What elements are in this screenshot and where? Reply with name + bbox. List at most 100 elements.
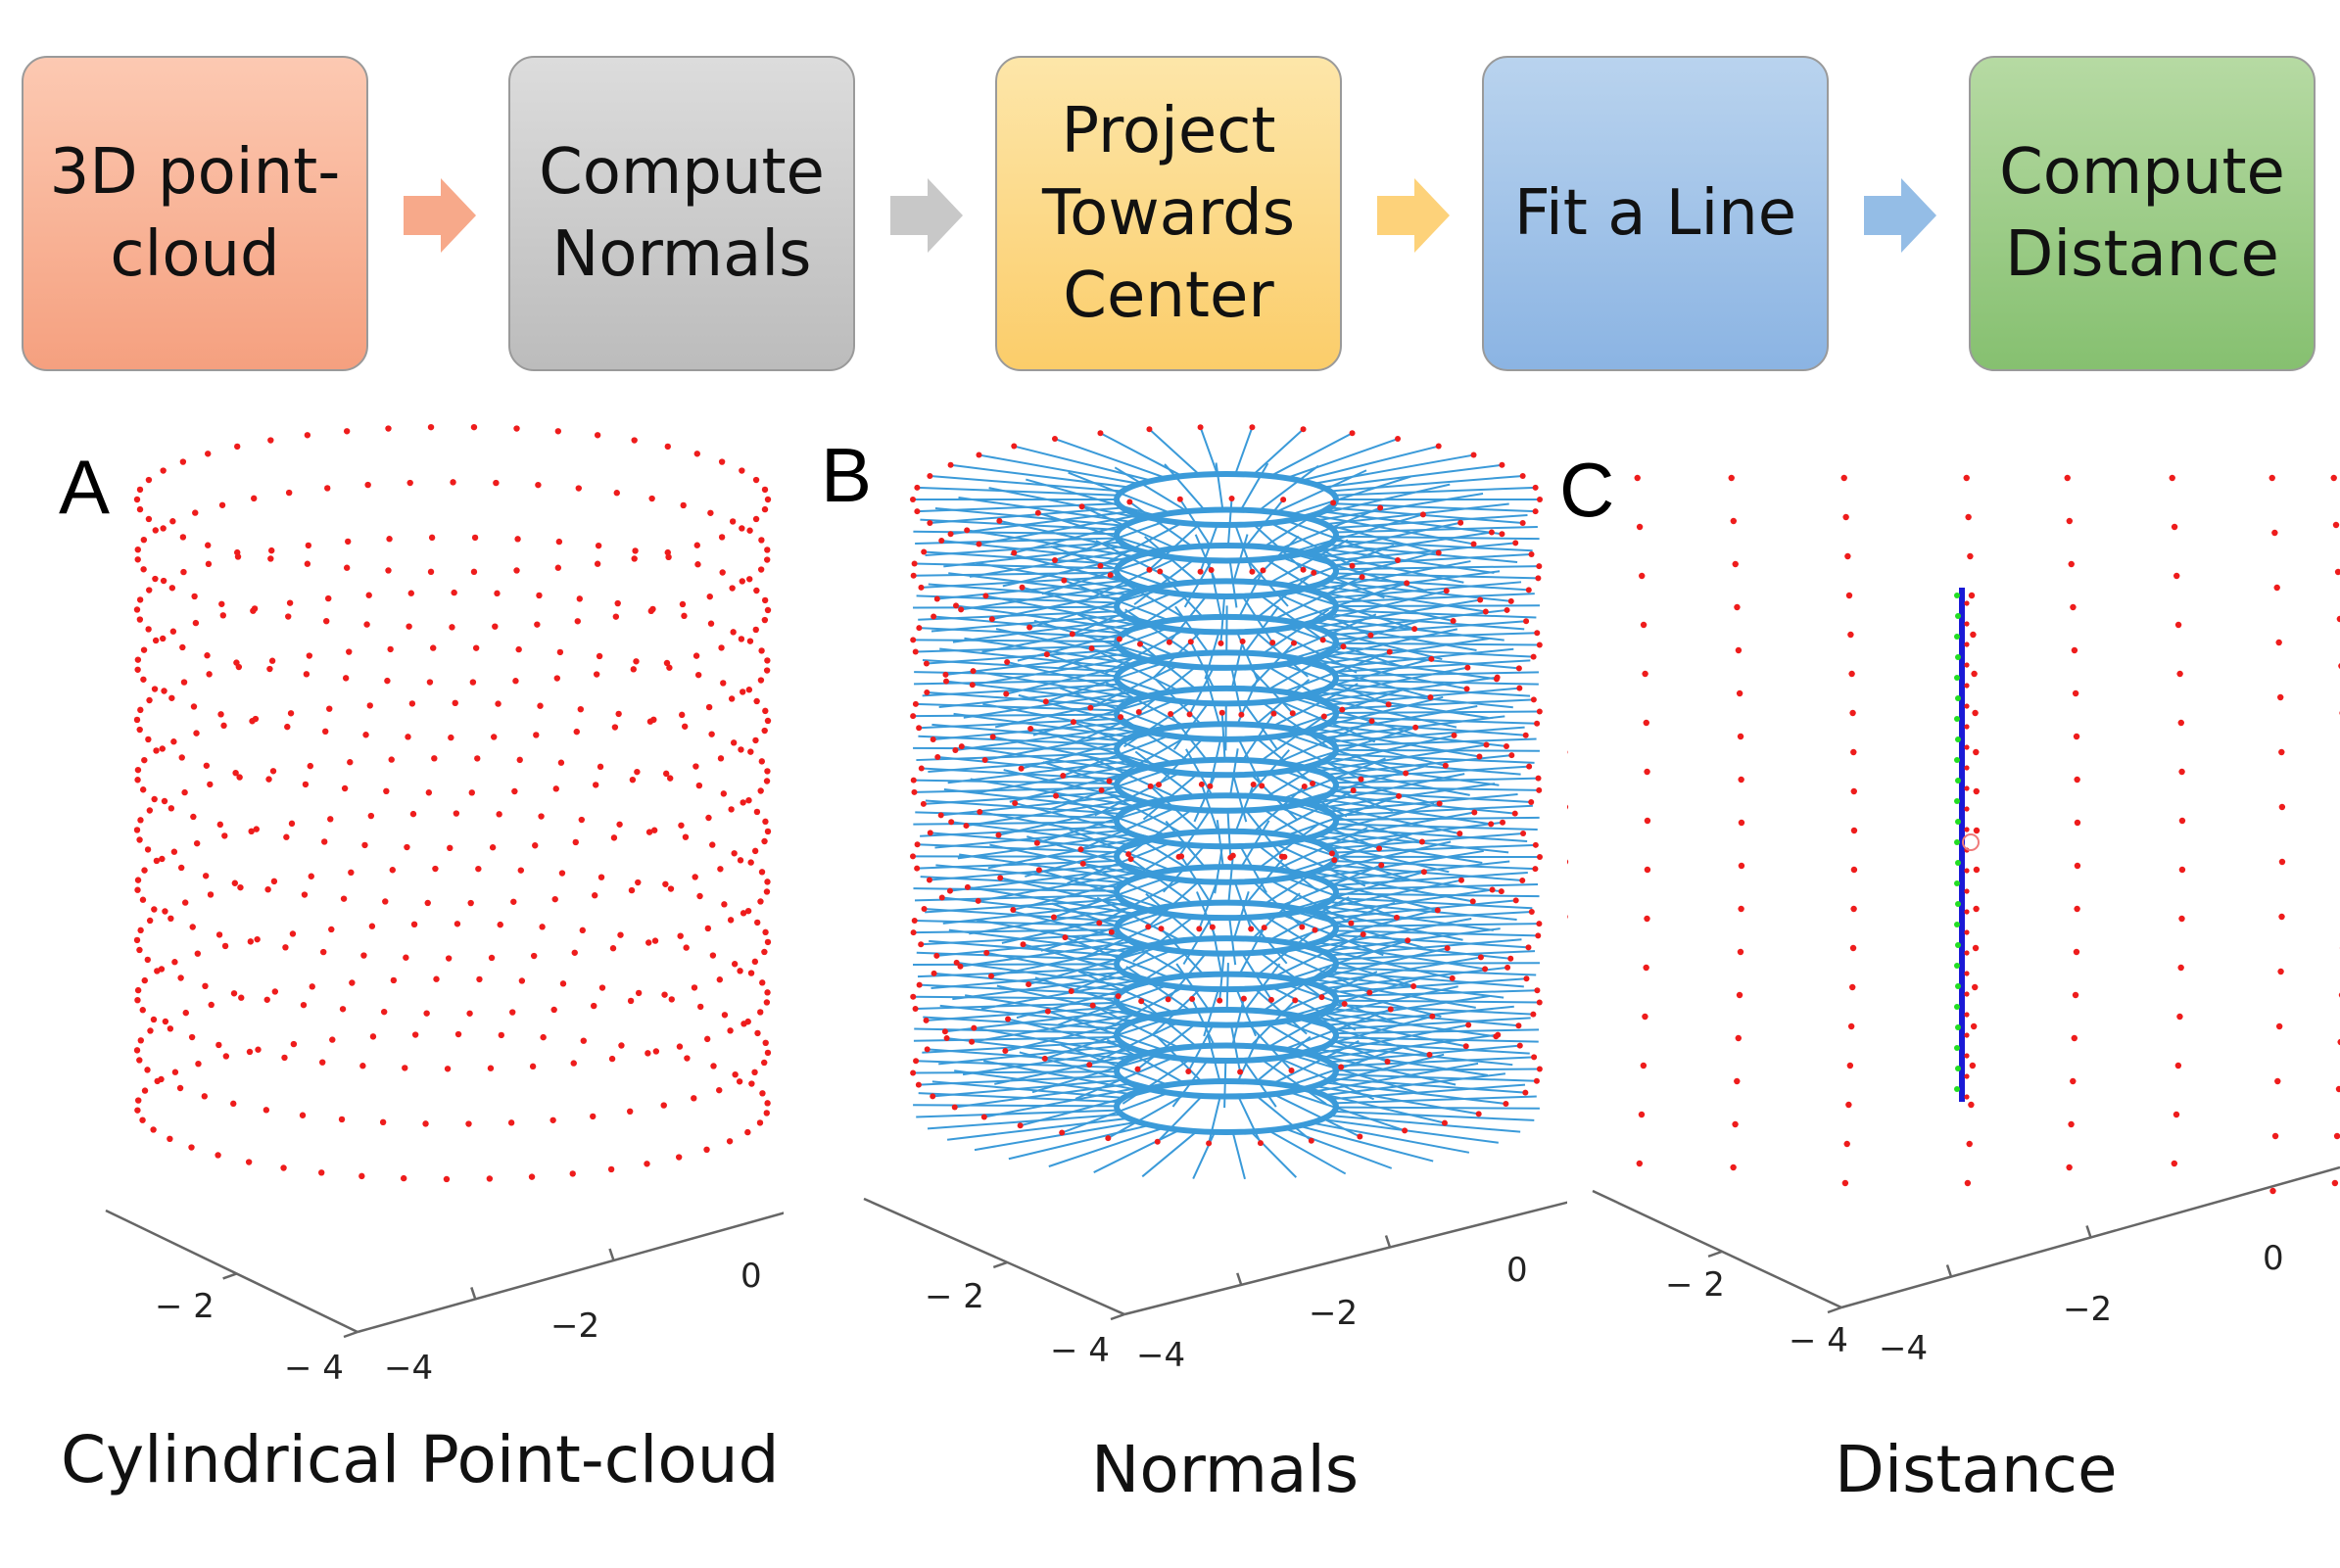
point bbox=[995, 832, 1002, 838]
normal-vector bbox=[1064, 579, 1170, 622]
point bbox=[1450, 617, 1457, 624]
point bbox=[152, 637, 160, 644]
point bbox=[169, 628, 177, 635]
axis-tick bbox=[992, 1260, 1008, 1269]
point bbox=[160, 525, 167, 532]
point bbox=[1108, 928, 1115, 935]
normal-vector bbox=[1329, 581, 1522, 599]
normal-vector bbox=[1324, 502, 1509, 526]
point bbox=[1189, 995, 1196, 1002]
normal-vector bbox=[1080, 806, 1176, 851]
point bbox=[208, 1001, 215, 1009]
point bbox=[390, 976, 398, 984]
point bbox=[764, 1100, 771, 1107]
point bbox=[1462, 1043, 1469, 1050]
normal-vector bbox=[945, 680, 1129, 704]
point bbox=[706, 593, 713, 600]
point bbox=[178, 754, 185, 761]
point bbox=[1068, 987, 1074, 994]
tick-label: −4 bbox=[384, 1349, 433, 1381]
point bbox=[761, 505, 769, 513]
normal-vector bbox=[1271, 683, 1359, 728]
normal-vector bbox=[1280, 864, 1382, 907]
point bbox=[1520, 830, 1527, 836]
point bbox=[2173, 1111, 2180, 1118]
point bbox=[1732, 1120, 1739, 1128]
point bbox=[683, 944, 690, 951]
point bbox=[268, 657, 276, 664]
point bbox=[1449, 974, 1456, 981]
normal-vector bbox=[1023, 943, 1156, 981]
point bbox=[1059, 1129, 1066, 1136]
point bbox=[1146, 426, 1153, 433]
normal-vector bbox=[1308, 521, 1461, 555]
point bbox=[2070, 603, 2077, 611]
step-fit-line: Fit a Line bbox=[1482, 56, 1829, 371]
point bbox=[537, 702, 544, 709]
point bbox=[708, 731, 715, 737]
normal-vector bbox=[1314, 1084, 1479, 1116]
point bbox=[2176, 670, 2183, 678]
normal-vector bbox=[1007, 1018, 1151, 1054]
point bbox=[154, 1077, 161, 1085]
point bbox=[914, 484, 921, 491]
point bbox=[134, 666, 141, 673]
point bbox=[141, 976, 148, 984]
point bbox=[1249, 568, 1256, 575]
normal-vector bbox=[1322, 463, 1503, 489]
point bbox=[1972, 983, 1979, 991]
point bbox=[910, 497, 916, 502]
point bbox=[1240, 995, 1247, 1002]
point bbox=[530, 952, 538, 960]
normal-vector bbox=[1313, 453, 1474, 486]
point bbox=[454, 1030, 462, 1038]
normal-vector bbox=[982, 702, 1142, 735]
point bbox=[304, 560, 311, 567]
point bbox=[1535, 932, 1542, 939]
point bbox=[1477, 954, 1484, 961]
point bbox=[1412, 724, 1419, 731]
normal-vector bbox=[1298, 657, 1432, 696]
point bbox=[609, 945, 617, 952]
point bbox=[628, 886, 636, 894]
point bbox=[245, 1159, 253, 1165]
normal-vector bbox=[989, 843, 1144, 878]
normal-vector bbox=[1278, 613, 1377, 657]
point bbox=[627, 997, 635, 1005]
point bbox=[731, 961, 739, 968]
point bbox=[268, 546, 275, 554]
point bbox=[1050, 914, 1057, 921]
point bbox=[559, 980, 567, 987]
point bbox=[918, 765, 925, 772]
point bbox=[729, 518, 737, 525]
point bbox=[758, 537, 765, 544]
point bbox=[1267, 996, 1274, 1003]
normal-vector bbox=[1333, 911, 1532, 924]
point bbox=[598, 984, 606, 991]
point bbox=[248, 828, 255, 835]
point bbox=[167, 915, 174, 923]
point bbox=[576, 595, 583, 602]
point bbox=[662, 770, 670, 778]
point bbox=[1532, 866, 1539, 873]
point bbox=[1972, 709, 1979, 717]
point bbox=[1044, 1008, 1051, 1015]
point bbox=[318, 1059, 326, 1066]
normal-vector bbox=[1335, 535, 1540, 541]
normal-vector bbox=[1334, 737, 1537, 747]
point bbox=[1973, 787, 1980, 795]
point bbox=[168, 585, 176, 592]
normal-vector bbox=[1085, 556, 1178, 601]
normal-vector bbox=[1110, 574, 1187, 620]
point bbox=[1070, 719, 1076, 726]
normal-vector bbox=[1283, 1008, 1392, 1051]
point bbox=[1367, 632, 1374, 639]
point bbox=[139, 896, 147, 903]
normal-vector bbox=[1050, 546, 1166, 587]
point bbox=[1360, 931, 1366, 938]
point bbox=[1229, 852, 1236, 859]
point bbox=[1118, 714, 1124, 721]
normal-ring bbox=[1114, 1042, 1339, 1100]
panel-letter-c: C bbox=[1559, 447, 1615, 533]
point bbox=[182, 1009, 189, 1017]
